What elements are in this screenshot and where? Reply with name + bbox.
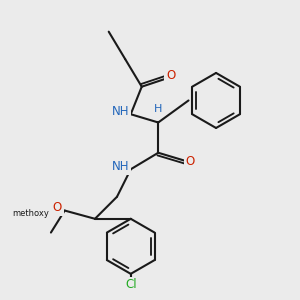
Text: Cl: Cl: [125, 278, 136, 291]
Text: O: O: [53, 201, 62, 214]
Text: H: H: [154, 104, 162, 114]
Text: O: O: [166, 69, 175, 82]
Text: O: O: [185, 154, 194, 167]
Text: methoxy: methoxy: [13, 209, 50, 218]
Text: NH: NH: [112, 105, 129, 118]
Text: NH: NH: [112, 160, 129, 173]
